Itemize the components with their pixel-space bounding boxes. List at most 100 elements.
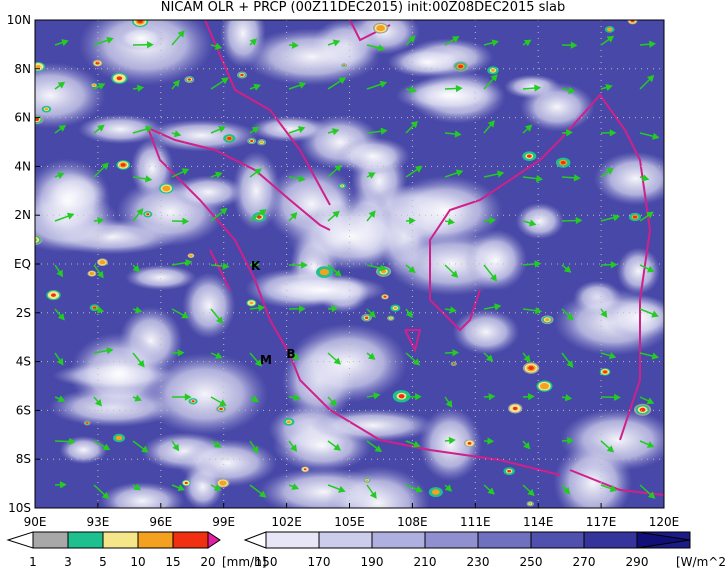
colorbar-label: 1	[29, 555, 37, 569]
colorbar-label: 5	[99, 555, 107, 569]
rain-cell	[304, 468, 307, 470]
cloud	[554, 442, 632, 523]
lat-label: 10S	[8, 501, 31, 515]
colorbar-label: 150	[255, 555, 278, 569]
rain-cell	[221, 481, 225, 484]
rain-cell	[640, 408, 646, 412]
lat-label: 4S	[16, 355, 31, 369]
rain-cell	[378, 26, 383, 30]
rain-cell	[190, 255, 192, 257]
lon-label: 108E	[397, 515, 428, 529]
lon-label: 90E	[24, 515, 47, 529]
colorbar-segment	[319, 532, 372, 548]
cloud	[173, 175, 245, 209]
colorbar-label: 250	[520, 555, 543, 569]
cloud	[117, 26, 165, 51]
lon-label: 96E	[149, 515, 172, 529]
cloud	[516, 203, 565, 240]
rain-cell	[528, 366, 534, 370]
rain-cell	[188, 78, 191, 80]
colorbar-segment	[266, 532, 319, 548]
rain-cell	[36, 65, 41, 68]
rain-cell	[121, 163, 126, 166]
cloud	[182, 272, 235, 339]
lon-label: 111E	[460, 515, 491, 529]
map-field	[0, 0, 678, 540]
lat-label: 2N	[14, 208, 31, 222]
rain-cell	[240, 74, 243, 76]
colorbar-label: 230	[467, 555, 490, 569]
colorbar-segment	[173, 532, 208, 548]
rain-cell	[86, 422, 88, 424]
colorbar-end	[8, 532, 33, 548]
rain-cell	[341, 185, 343, 187]
lat-label: 8N	[14, 62, 31, 76]
rain-cell	[51, 293, 56, 296]
lat-label: 8S	[16, 452, 31, 466]
rain-cell	[603, 371, 607, 374]
colorbar-end	[245, 532, 266, 548]
cloud	[335, 137, 410, 175]
colorbar-label: 15	[165, 555, 180, 569]
rain-cell	[227, 137, 231, 140]
cloud	[59, 436, 107, 464]
rain-cell	[250, 302, 253, 304]
rain-cell	[433, 490, 438, 493]
rain-cell	[117, 437, 121, 440]
colorbar-segment	[138, 532, 173, 548]
cloud	[464, 229, 527, 291]
colorbar-segment	[584, 532, 637, 548]
rain-cell	[343, 65, 345, 66]
rain-cell	[491, 69, 495, 72]
rain-cell	[384, 296, 387, 298]
lat-label: 10N	[7, 13, 31, 27]
marker-label: B	[286, 347, 295, 361]
colorbar-label: 270	[573, 555, 596, 569]
rain-cell	[322, 270, 328, 274]
rain-cell	[608, 28, 611, 30]
rain-cell	[527, 155, 532, 158]
rain-cell	[90, 273, 93, 275]
lat-label: 2S	[16, 306, 31, 320]
colorbar-label: 3	[64, 555, 72, 569]
rain-cell	[219, 408, 222, 410]
colorbar-segment	[478, 532, 531, 548]
cloud	[520, 83, 594, 132]
lon-label: 120E	[649, 515, 680, 529]
colorbar-segment	[68, 532, 103, 548]
colorbar-label: 190	[361, 555, 384, 569]
lon-label: 93E	[86, 515, 109, 529]
lat-label: 6N	[14, 111, 31, 125]
colorbar-label: 20	[200, 555, 215, 569]
colorbar-segment	[103, 532, 138, 548]
cloud	[594, 152, 678, 206]
cloud	[289, 324, 408, 403]
rain-cell	[542, 384, 547, 388]
rain-cell	[45, 108, 48, 110]
rain-cell	[93, 85, 95, 86]
rain-cell	[366, 479, 368, 481]
rain-cell	[561, 161, 566, 164]
rain-cell	[146, 213, 149, 215]
lat-label: EQ	[14, 257, 31, 271]
rain-cell	[117, 76, 122, 80]
rain-cell	[365, 316, 369, 319]
cloud	[453, 309, 520, 355]
rain-cell	[507, 470, 511, 473]
rain-cell	[101, 261, 105, 264]
colorbar-segment	[425, 532, 478, 548]
rain-cell	[458, 65, 463, 69]
colorbar-segment	[531, 532, 584, 548]
rain-cell	[250, 140, 253, 142]
lon-label: 99E	[212, 515, 235, 529]
rain-cell	[529, 503, 532, 505]
rain-cell	[545, 318, 549, 321]
rain-cell	[468, 442, 472, 445]
colorbar-label: 10	[130, 555, 145, 569]
marker-label: K	[251, 259, 261, 273]
rain-cell	[453, 363, 455, 364]
colorbar-segment	[372, 532, 425, 548]
colorbar-unit: [W/m^2]	[676, 555, 726, 569]
